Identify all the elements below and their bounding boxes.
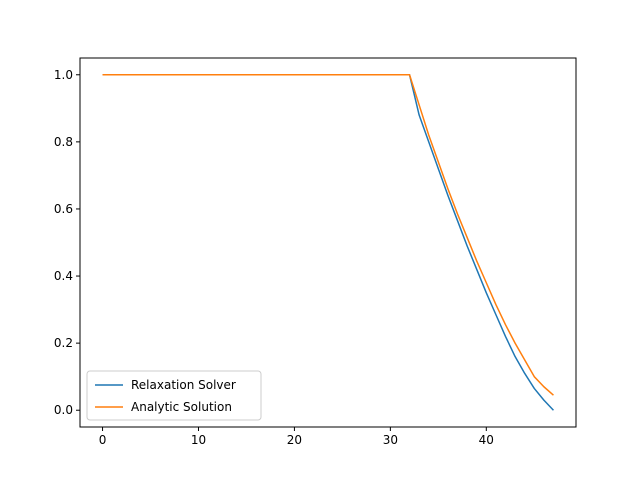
legend-box <box>86 370 262 421</box>
series-layer <box>102 74 554 411</box>
x-axis: 0 10 20 30 40 <box>99 427 494 447</box>
x-tick-label: 30 <box>383 433 398 447</box>
y-axis: 0.0 0.2 0.4 0.6 0.8 1.0 <box>54 68 80 417</box>
x-tick-label: 10 <box>191 433 206 447</box>
y-tick-label: 0.6 <box>54 202 73 216</box>
y-tick-label: 0.2 <box>54 336 73 350</box>
legend-label: Relaxation Solver <box>131 378 236 392</box>
x-tick-label: 20 <box>287 433 302 447</box>
x-tick-label: 0 <box>99 433 107 447</box>
y-tick-label: 0.4 <box>54 269 73 283</box>
legend-label: Analytic Solution <box>131 400 232 414</box>
y-tick-label: 1.0 <box>54 68 73 82</box>
x-tick-label: 40 <box>479 433 494 447</box>
y-tick-label: 0.0 <box>54 403 73 417</box>
y-tick-label: 0.8 <box>54 135 73 149</box>
legend: Relaxation Solver Analytic Solution <box>86 370 262 421</box>
plot-frame <box>79 57 577 428</box>
series-line-analytic-solution <box>102 74 554 396</box>
